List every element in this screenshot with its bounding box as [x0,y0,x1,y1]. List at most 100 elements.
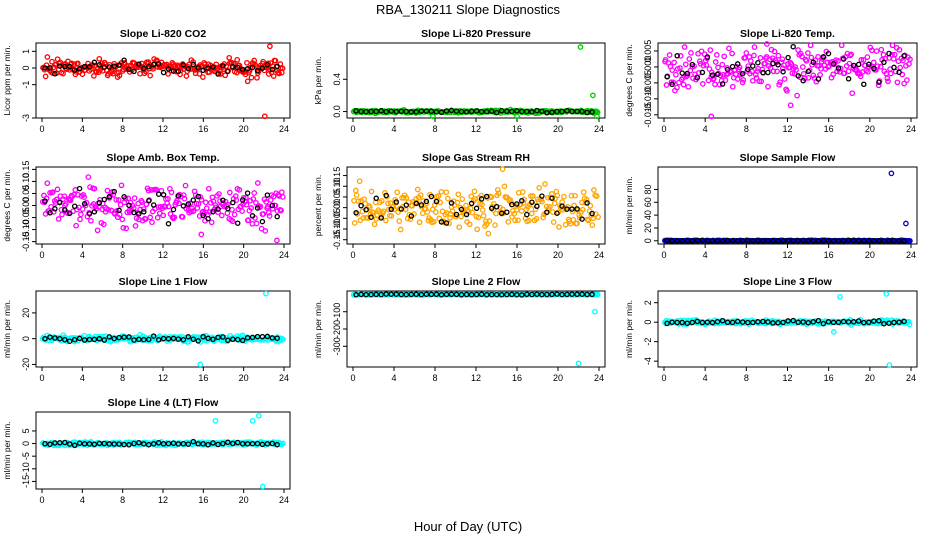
x-tick-label: 12 [158,373,168,383]
hourly-point [111,441,117,447]
data-point [860,57,867,63]
hourly-point [830,238,837,244]
data-point [356,178,363,185]
data-point [825,64,832,70]
hourly-point [86,336,93,343]
hourly-point [458,291,465,298]
panel-title: Slope Sample Flow [740,152,837,164]
data-point [280,440,286,447]
hourly-point [52,206,58,212]
data-point [226,54,233,61]
outlier-point [577,44,584,50]
data-point [380,208,387,215]
data-point [137,70,143,77]
data-point [396,218,403,224]
data-point [254,74,260,81]
data-point [585,217,592,224]
hourly-point [368,214,374,220]
x-tick-label: 12 [471,124,481,134]
data-point [402,206,409,213]
data-point [591,187,597,193]
hourly-point [150,441,157,447]
outlier-point [592,308,598,315]
hourly-point [121,334,127,340]
hourly-point [234,336,241,343]
data-point [474,226,481,233]
data-point [355,198,362,205]
hourly-point [549,195,555,201]
hourly-point [141,441,147,447]
data-point [115,197,122,203]
hourly-point [443,108,450,114]
data-point [279,65,286,72]
hourly-point [205,335,211,342]
y-axis-label: degrees C per min. [624,44,634,116]
data-point [171,214,178,221]
data-point [196,70,203,77]
hourly-point [146,336,152,343]
hourly-point [205,215,211,222]
hourly-point [805,319,812,326]
hourly-point [876,318,882,324]
panel-1: Slope Li-820 CO2 Licor ppm per min. 0 4 8 12 1… [2,28,291,134]
data-point [236,187,243,193]
y-tick-label: -20 [21,358,31,371]
hourly-point [750,319,756,326]
plot-frame [35,411,291,490]
hourly-point [719,81,726,87]
hourly-point [106,64,113,70]
hourly-point [554,291,560,297]
plot-frame [657,290,918,368]
hourly-point [165,220,172,227]
x-tick-label: 0 [39,373,44,383]
hourly-point [185,201,192,207]
hourly-point [785,237,791,244]
data-point [145,187,152,194]
hourly-point [215,206,221,212]
data-point [407,216,414,222]
hourly-point [378,291,384,298]
hourly-point [881,238,887,244]
data-point [878,46,885,53]
data-point [475,214,482,221]
hourly-point [66,338,73,344]
hourly-point [689,319,696,326]
hourly-points [353,107,595,116]
data-point [562,221,569,228]
outlier-point [837,293,843,300]
y-tick-label: -0.05 [332,208,342,229]
data-point [416,219,423,226]
hourly-points [42,57,280,77]
hourly-point [780,68,786,75]
hourly-point [52,440,58,446]
outlier-point [594,113,600,120]
data-point [590,215,596,222]
hourly-point [215,441,221,448]
y-tick-label: -0.15 [21,231,31,252]
data-point [708,69,715,76]
data-point [729,83,736,90]
data-point [203,205,210,212]
hourly-point [57,440,63,446]
hourly-point [160,192,167,198]
data-point [550,219,557,225]
hourly-point [694,74,701,81]
hourly-point [709,319,716,326]
data-point [805,50,811,56]
hourly-point [810,59,817,65]
outlier-point [764,41,770,47]
hourly-point [66,63,73,70]
hourly-point [86,441,93,447]
hourly-point [239,197,246,203]
data-point [182,182,189,189]
y-tick-label: 20 [21,308,31,318]
data-point [139,199,145,206]
data-point [479,207,486,213]
plot-frame [35,42,291,119]
data-point [179,214,186,220]
x-tick-label: 0 [350,124,355,134]
hourly-point [866,61,872,68]
data-point [278,207,284,214]
hourly-point [91,209,98,215]
y-tick-label: -1 [21,81,31,89]
